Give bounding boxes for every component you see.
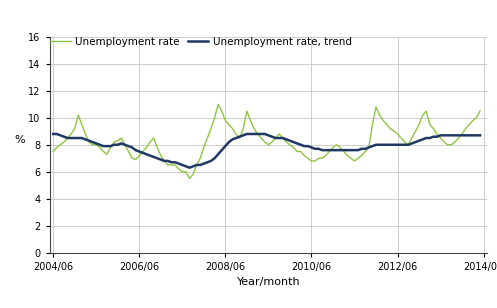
Unemployment rate (470, 119, 476, 122)
Unemployment rate, trend (50, 132, 56, 136)
Unemployment rate (395, 132, 401, 136)
Unemployment rate (215, 103, 221, 106)
Unemployment rate, trend (140, 151, 146, 155)
Unemployment rate, trend (348, 148, 354, 152)
Unemployment rate, trend (186, 166, 192, 169)
Unemployment rate (165, 163, 171, 167)
Unemployment rate, trend (291, 140, 297, 144)
X-axis label: Year/month: Year/month (237, 277, 300, 287)
Unemployment rate (186, 176, 192, 180)
Unemployment rate (477, 109, 483, 113)
Unemployment rate, trend (391, 143, 397, 147)
Y-axis label: %: % (14, 135, 25, 145)
Unemployment rate, trend (165, 159, 171, 163)
Line: Unemployment rate, trend: Unemployment rate, trend (53, 134, 480, 168)
Unemployment rate, trend (477, 133, 483, 137)
Unemployment rate (294, 150, 300, 153)
Unemployment rate (140, 150, 146, 153)
Line: Unemployment rate: Unemployment rate (53, 104, 480, 178)
Legend: Unemployment rate, Unemployment rate, trend: Unemployment rate, Unemployment rate, tr… (50, 37, 351, 47)
Unemployment rate (351, 159, 357, 163)
Unemployment rate (50, 150, 56, 153)
Unemployment rate, trend (466, 133, 472, 137)
